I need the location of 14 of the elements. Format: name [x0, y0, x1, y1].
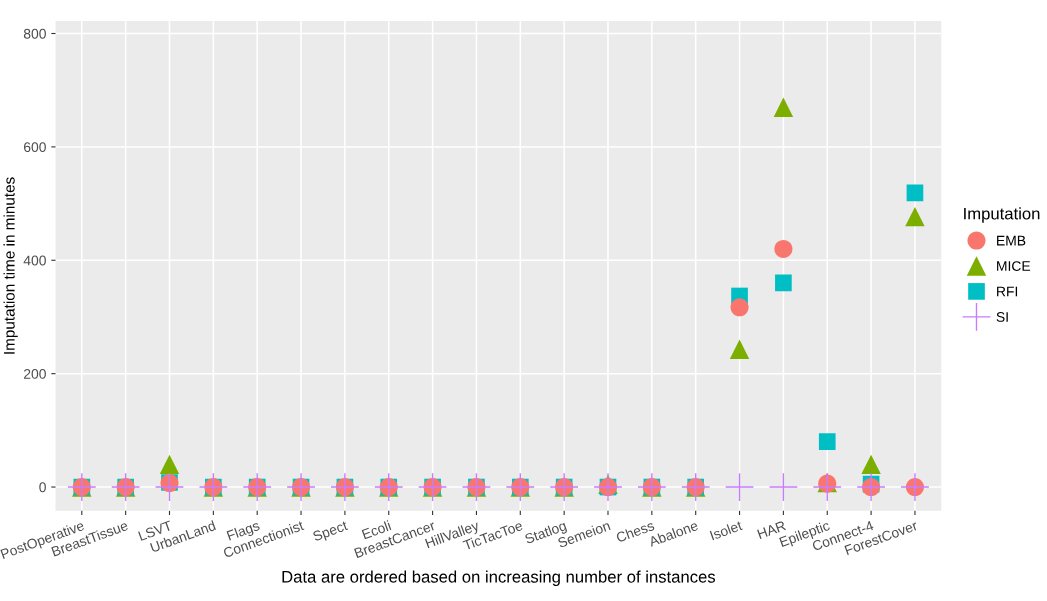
y-tick-label: 200	[23, 368, 46, 379]
x-tick-label: Spect	[312, 520, 350, 544]
legend-label: RFI	[997, 286, 1018, 297]
y-tick-label: 0	[39, 482, 46, 493]
y-tick-label: 600	[24, 142, 46, 153]
legend-label: MICE	[997, 261, 1031, 271]
y-tick-label: 400	[23, 255, 46, 266]
legend-title: Imputation	[964, 207, 1040, 223]
y-axis-title: Imputation time in minutes	[3, 177, 18, 354]
legend-label: EMB	[997, 235, 1026, 246]
x-tick-label: Isolet	[709, 519, 743, 541]
legend-label: SI	[996, 312, 1008, 322]
x-axis-title: Data are ordered based on increasing number of instances	[282, 570, 716, 587]
y-tick-label: 800	[23, 28, 46, 39]
